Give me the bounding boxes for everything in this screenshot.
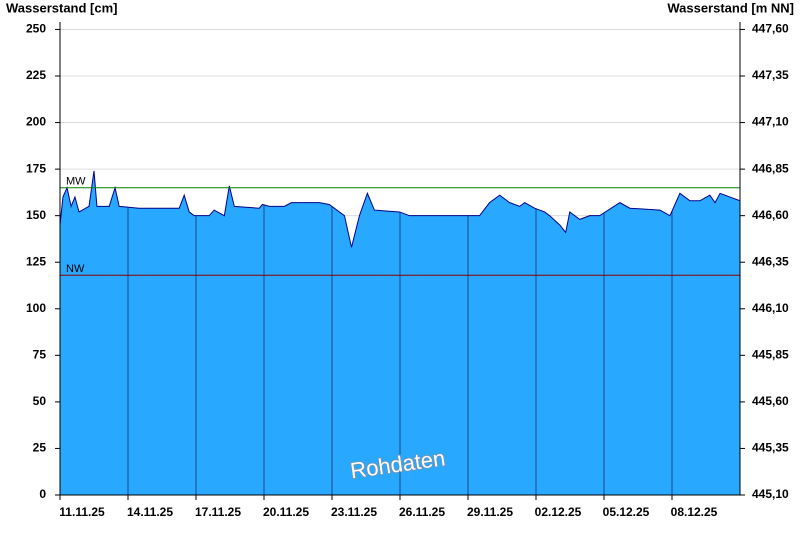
y2-tick-label: 446,35 (752, 254, 789, 268)
y-tick-label: 225 (26, 68, 46, 82)
x-tick-label: 05.12.25 (603, 505, 650, 519)
y2-tick-label: 445,10 (752, 487, 789, 501)
x-tick-label: 29.11.25 (467, 505, 513, 519)
y2-tick-label: 446,60 (752, 208, 789, 222)
x-tick-label: 02.12.25 (535, 505, 582, 519)
y2-tick-label: 447,35 (752, 68, 789, 82)
y-tick-label: 125 (26, 254, 46, 268)
x-tick-label: 11.11.25 (59, 505, 105, 519)
y-tick-label: 200 (26, 115, 46, 129)
y-axis-title: Wasserstand [cm] (6, 0, 118, 15)
y-tick-label: 100 (26, 301, 46, 315)
x-tick-label: 08.12.25 (671, 505, 718, 519)
y2-tick-label: 446,10 (752, 301, 789, 315)
reference-label: NW (66, 263, 85, 275)
x-tick-label: 20.11.25 (263, 505, 309, 519)
x-tick-label: 17.11.25 (195, 505, 241, 519)
y2-tick-label: 445,35 (752, 441, 789, 455)
y-tick-label: 175 (26, 161, 46, 175)
y2-tick-label: 447,60 (752, 22, 789, 36)
x-tick-label: 14.11.25 (127, 505, 173, 519)
x-tick-label: 23.11.25 (331, 505, 377, 519)
series-line (59, 170, 741, 248)
y-tick-label: 50 (33, 394, 47, 408)
y2-tick-label: 445,85 (752, 348, 789, 362)
y-tick-label: 0 (39, 487, 46, 501)
y-tick-label: 25 (33, 441, 47, 455)
y2-tick-label: 446,85 (752, 161, 789, 175)
reference-label: MW (66, 176, 86, 188)
y2-tick-label: 447,10 (752, 115, 789, 129)
y-tick-label: 250 (26, 22, 46, 36)
y2-tick-label: 445,60 (752, 394, 789, 408)
y-tick-label: 150 (26, 208, 46, 222)
x-tick-label: 26.11.25 (399, 505, 445, 519)
y-tick-label: 75 (33, 348, 47, 362)
y2-axis-title: Wasserstand [m NN] (667, 0, 794, 15)
